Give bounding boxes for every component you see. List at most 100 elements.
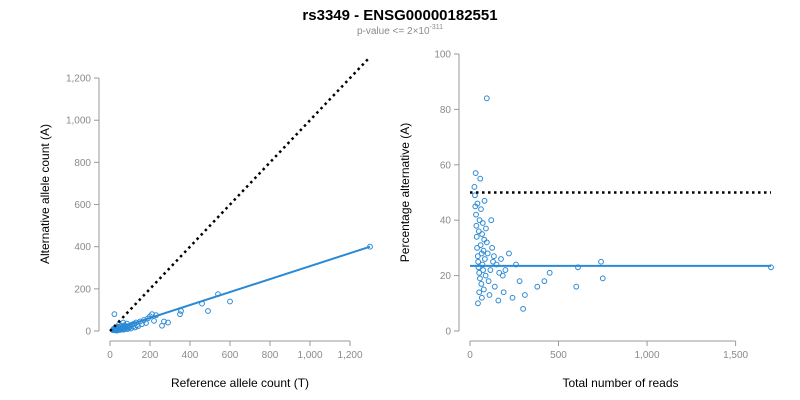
chart-subtitle: p-value <= 2×10-311	[357, 24, 443, 37]
data-point	[487, 267, 494, 273]
data-point	[480, 267, 487, 273]
y-tick-label: 20	[440, 271, 452, 282]
data-point	[513, 261, 519, 268]
data-point	[500, 289, 507, 296]
allele-count-panel: 0 200 400 600 800 1,000 1,200 0 200 400 600 800 1,00…	[38, 56, 373, 390]
y-tick-label: 400	[74, 242, 91, 253]
data-point	[495, 297, 502, 304]
data-point	[474, 200, 481, 207]
y-tick-label: 0	[445, 327, 451, 338]
data-point	[481, 256, 488, 262]
y-tick-label: 0	[85, 327, 91, 338]
y-tick-label: 100	[434, 50, 451, 61]
y-tick-label: 1,000	[66, 116, 91, 127]
data-point	[499, 272, 506, 279]
data-point	[227, 298, 233, 305]
data-point	[575, 264, 581, 271]
x-tick-label: 800	[262, 350, 279, 361]
data-point	[493, 261, 500, 268]
data-point	[520, 305, 527, 312]
data-point	[177, 311, 183, 318]
fit-line	[109, 245, 371, 332]
data-point	[480, 247, 487, 254]
data-point	[482, 272, 489, 279]
data-point	[475, 258, 482, 265]
data-point	[490, 258, 496, 265]
data-point	[478, 294, 485, 301]
data-point	[205, 308, 211, 314]
percentage-panel: 0 500 1,000 1,500 0 20 40 60 80 100 Total number o…	[398, 50, 774, 390]
data-point	[483, 95, 490, 102]
data-point	[481, 197, 488, 204]
data-point	[573, 283, 580, 290]
x-tick-label: 1,500	[723, 350, 748, 361]
data-point	[488, 217, 495, 224]
data-point	[498, 256, 504, 262]
data-point	[479, 261, 486, 268]
subtitle-times: ×	[413, 26, 419, 37]
data-point	[477, 175, 484, 182]
data-point	[477, 275, 483, 282]
data-point	[474, 253, 481, 260]
x-axis-label: Total number of reads	[562, 376, 678, 390]
data-point	[474, 245, 480, 251]
data-point	[485, 278, 492, 285]
data-point	[521, 292, 528, 298]
y-tick-label: 40	[440, 216, 452, 227]
data-point	[472, 170, 479, 177]
data-point	[491, 253, 497, 260]
data-point	[489, 245, 496, 251]
x-tick-label: 500	[550, 350, 567, 361]
data-point	[143, 320, 149, 326]
data-point	[165, 319, 171, 326]
data-point	[484, 250, 491, 257]
x-tick-label: 400	[182, 350, 199, 361]
data-point	[120, 319, 127, 326]
data-point	[768, 264, 774, 271]
data-point	[478, 206, 484, 213]
data-point	[506, 250, 512, 257]
data-point	[516, 278, 523, 285]
data-point	[479, 220, 486, 226]
chart-title: rs3349 - ENSG00000182551	[302, 7, 497, 24]
data-point	[496, 269, 503, 276]
data-point	[534, 283, 541, 290]
data-point	[483, 239, 490, 246]
y-tick-label: 80	[440, 105, 452, 116]
y-axis-label: Percentage alternative (A)	[398, 123, 412, 262]
x-tick-label: 0	[467, 350, 473, 361]
data-point	[473, 222, 480, 229]
x-tick-label: 600	[222, 350, 239, 361]
data-point	[598, 258, 604, 265]
x-tick-label: 200	[142, 350, 159, 361]
data-point	[509, 294, 516, 301]
data-point	[480, 286, 487, 293]
data-point	[486, 292, 493, 298]
subtitle-base: 10	[418, 26, 430, 37]
data-point	[479, 231, 485, 237]
subtitle-exponent: -311	[430, 24, 444, 31]
y-tick-label: 200	[74, 284, 91, 295]
data-point	[471, 184, 478, 190]
data-point	[546, 269, 553, 276]
x-axis-label: Reference allele count (T)	[171, 376, 309, 390]
data-point	[483, 225, 489, 232]
data-point	[478, 281, 485, 287]
data-point	[151, 317, 157, 324]
data-point	[476, 217, 483, 224]
data-point	[473, 233, 480, 240]
y-tick-label: 1,200	[66, 74, 91, 85]
y-tick-label: 60	[440, 160, 452, 171]
x-tick-label: 1,000	[635, 350, 660, 361]
data-point	[475, 300, 481, 307]
data-point	[599, 275, 606, 282]
data-point	[475, 264, 482, 271]
data-point	[472, 192, 478, 199]
data-point	[477, 242, 484, 249]
data-point	[541, 278, 548, 285]
data-point	[476, 269, 483, 276]
reference-line	[109, 56, 371, 332]
subtitle-prefix: p-value <= 2	[357, 26, 413, 37]
data-point	[475, 228, 482, 235]
data-point	[476, 289, 483, 296]
